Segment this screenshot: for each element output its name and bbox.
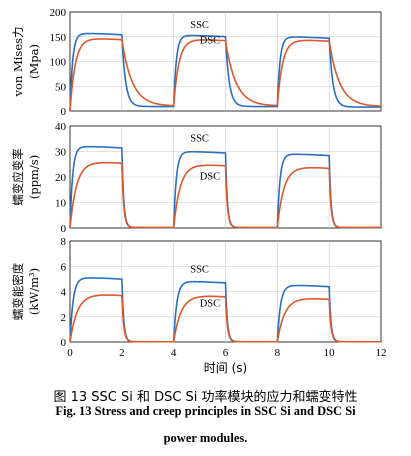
y-tick-label: 20 [55,172,67,184]
series-label-dsc: DSC [200,299,220,310]
x-tick-label: 2 [119,347,125,359]
series-line-ssc [69,277,381,343]
y-tick-label: 0 [61,223,67,235]
x-tick-label: 0 [67,347,73,359]
y-tick-label: 8 [61,236,67,248]
series-line-dsc [69,161,381,229]
y-axis-label-main: von Mises力 [11,26,25,97]
y-tick-label: 50 [55,81,67,93]
y-axis-label-unit: (ppm/s) [27,155,41,199]
series-label-ssc: SSC [190,20,209,31]
x-tick-label: 4 [171,347,177,359]
panel-2: 0 10 20 30 40 蠕变应变率 (ppm/s) SSC DSC [11,121,382,235]
x-axis-label: 时间 (s) [204,361,247,375]
x-tick-label: 10 [324,347,336,359]
panel-1: 0 50 100 150 200 von Mises力 (Mpa) SSC DSC [11,7,382,118]
y-tick-label: 40 [55,121,67,133]
x-tick-label: 8 [275,347,281,359]
y-tick-label: 10 [55,198,67,210]
x-tick-label: 6 [223,347,229,359]
y-tick-label: 0 [61,106,67,118]
series-label-dsc: DSC [200,36,220,47]
y-axis-label-main: 蠕变应变率 [11,148,25,206]
series-line-dsc [69,294,381,343]
caption-english-line2: power modules. [163,431,248,445]
series-label-dsc: DSC [200,172,220,183]
y-tick-label: 30 [55,147,67,159]
y-tick-label: 200 [50,7,67,19]
caption-english-line1: Fig. 13 Stress and creep principles in S… [55,404,356,418]
caption-chinese: 图 13 SSC Si 和 DSC Si 功率模块的应力和蠕变特性 [53,390,358,405]
y-tick-label: 0 [61,337,67,349]
series-label-ssc: SSC [190,133,209,144]
y-tick-label: 150 [50,32,67,44]
panel-3: 0 2 4 6 8 0 2 4 6 8 10 12 时间 (s) 蠕变能密度 (kW/m³) SSC DSC [11,236,387,375]
y-tick-label: 6 [61,261,67,273]
y-axis-label-main: 蠕变能密度 [11,262,25,320]
y-tick-label: 100 [50,57,67,69]
y-axis-label-unit: (Mpa) [27,44,41,79]
series-line-ssc [69,32,381,112]
y-axis-label-unit: (kW/m³) [27,268,41,315]
series-line-dsc [69,38,382,112]
y-tick-label: 4 [61,287,67,299]
x-tick-label: 12 [376,347,387,359]
y-tick-label: 2 [61,312,67,324]
series-label-ssc: SSC [190,265,209,276]
series-line-ssc [69,145,381,229]
